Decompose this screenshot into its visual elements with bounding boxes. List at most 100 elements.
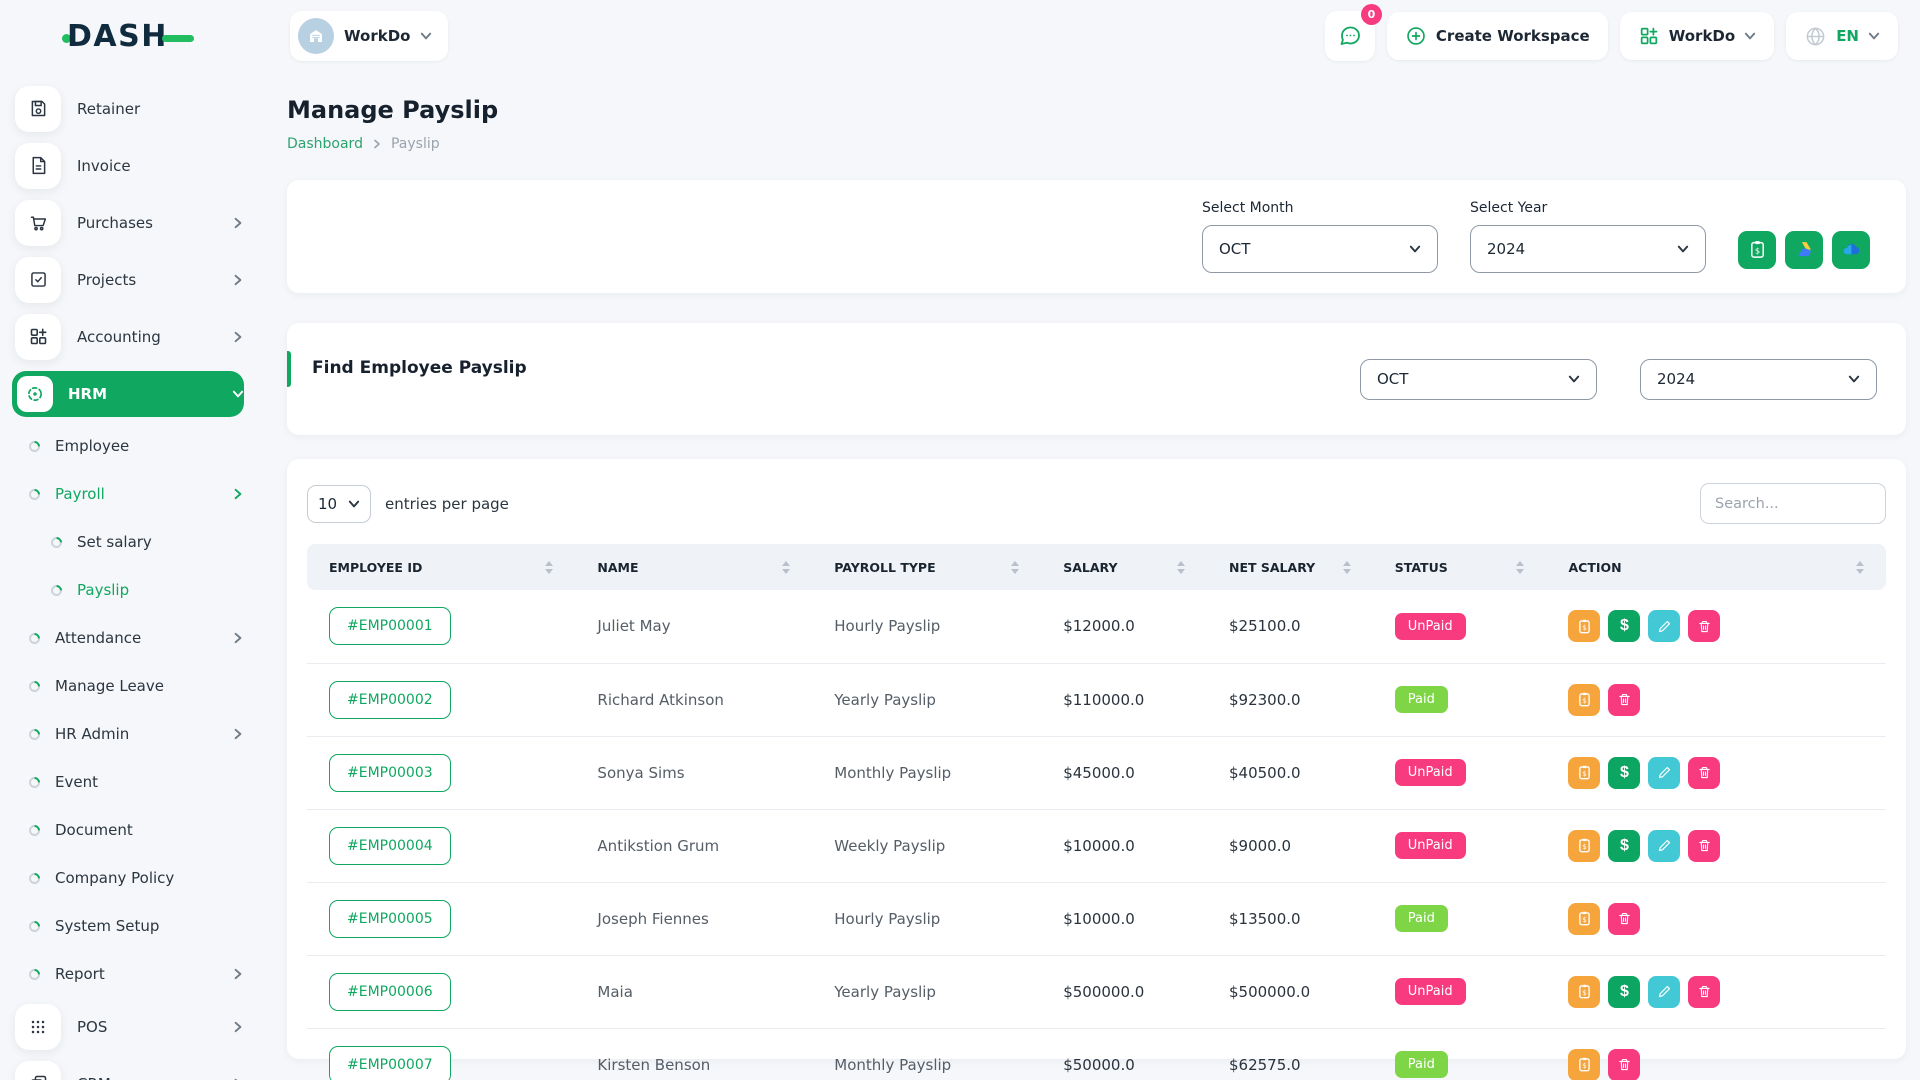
sidebar-item-invoice[interactable]: Invoice [0, 137, 244, 194]
payslip-button[interactable]: $ [1568, 829, 1601, 862]
net-salary: $500000.0 [1207, 955, 1373, 1029]
sidebar-item-report[interactable]: Report [0, 950, 244, 998]
pay-button[interactable]: $ [1608, 756, 1641, 789]
select-month-dropdown[interactable]: OCT [1202, 225, 1438, 273]
status-badge: UnPaid [1394, 612, 1466, 640]
pay-button[interactable]: $ [1608, 610, 1641, 643]
employee-name: Richard Atkinson [575, 663, 813, 737]
sidebar-item-retainer[interactable]: Retainer [0, 80, 244, 137]
bullet-icon [26, 630, 43, 646]
chevron-down-icon [1677, 245, 1689, 253]
payslip-icon: $ [1579, 692, 1590, 707]
chevron-down-icon [232, 390, 244, 398]
sort-icon [1516, 560, 1525, 574]
onedrive-export-button[interactable] [1832, 230, 1870, 269]
sidebar-item-crm[interactable]: CRM [0, 1055, 244, 1080]
sidebar-item-set-salary[interactable]: Set salary [0, 518, 244, 566]
sidebar-item-hr-admin[interactable]: HR Admin [0, 710, 244, 758]
chevron-right-icon [234, 274, 242, 285]
sort-icon [1342, 560, 1351, 574]
sort-icon [1011, 560, 1020, 574]
payslip-icon: $ [1579, 984, 1590, 999]
employee-id-chip[interactable]: #EMP00001 [329, 607, 451, 646]
employee-id-chip[interactable]: #EMP00005 [329, 899, 451, 938]
sidebar: Retainer Invoice Purchases Projects [0, 72, 278, 1080]
language-selector[interactable]: EN [1786, 12, 1898, 60]
sidebar-item-purchases[interactable]: Purchases [0, 194, 244, 251]
bulk-payment-button[interactable]: $ [1738, 230, 1776, 269]
sidebar-item-event[interactable]: Event [0, 758, 244, 806]
entries-per-page-label: entries per page [385, 494, 509, 513]
edit-button[interactable] [1648, 829, 1681, 862]
column-header-payroll-type[interactable]: PAYROLL TYPE [812, 544, 1042, 590]
messages-button[interactable]: 0 [1324, 4, 1382, 61]
delete-button[interactable] [1608, 1048, 1641, 1080]
edit-button[interactable] [1648, 756, 1681, 789]
payslip-table-card: 10 entries per page EMPLOYEE ID NAME PAY… [287, 459, 1906, 1080]
row-actions: $ $ [1568, 975, 1864, 1008]
payslip-button[interactable]: $ [1568, 683, 1601, 716]
sort-icon [545, 560, 554, 574]
delete-button[interactable] [1688, 610, 1721, 643]
sidebar-item-manage-leave[interactable]: Manage Leave [0, 662, 244, 710]
sidebar-item-hrm[interactable]: HRM [12, 371, 244, 417]
payslip-button[interactable]: $ [1568, 610, 1601, 643]
workdo-menu-button[interactable]: WorkDo [1619, 12, 1775, 60]
delete-button[interactable] [1688, 829, 1721, 862]
table-row: #EMP00004 Antikstion Grum Weekly Payslip… [307, 809, 1886, 883]
column-header-employee-id[interactable]: EMPLOYEE ID [307, 544, 576, 590]
breadcrumb: Dashboard Payslip [287, 136, 1906, 152]
select-year-dropdown[interactable]: 2024 [1470, 225, 1706, 273]
employee-id-chip[interactable]: #EMP00004 [329, 826, 451, 865]
app-logo[interactable]: DASH [62, 19, 194, 54]
payslip-button[interactable]: $ [1568, 756, 1601, 789]
search-input[interactable] [1700, 483, 1886, 524]
find-month-dropdown[interactable]: OCT [1360, 358, 1597, 400]
sidebar-item-attendance[interactable]: Attendance [0, 614, 244, 662]
find-year-dropdown[interactable]: 2024 [1640, 358, 1877, 400]
sidebar-item-accounting[interactable]: Accounting [0, 308, 244, 365]
create-workspace-button[interactable]: Create Workspace [1386, 12, 1608, 60]
status-badge: Paid [1394, 1051, 1448, 1079]
employee-id-chip[interactable]: #EMP00002 [329, 680, 451, 719]
sidebar-item-document[interactable]: Document [0, 806, 244, 854]
sidebar-item-employee[interactable]: Employee [0, 422, 244, 470]
google-drive-export-button[interactable] [1785, 230, 1823, 269]
page-title: Manage Payslip [287, 96, 499, 124]
employee-id-chip[interactable]: #EMP00006 [329, 972, 451, 1011]
select-year-label: Select Year [1470, 200, 1548, 216]
column-header-net-salary[interactable]: NET SALARY [1207, 544, 1373, 590]
sidebar-item-projects[interactable]: Projects [0, 251, 244, 308]
employee-id-chip[interactable]: #EMP00003 [329, 753, 451, 792]
sidebar-item-pos[interactable]: POS [0, 998, 244, 1055]
dollar-icon: $ [1620, 617, 1629, 635]
delete-button[interactable] [1688, 756, 1721, 789]
column-header-action[interactable]: ACTION [1546, 544, 1886, 590]
sort-icon [1177, 560, 1185, 574]
column-header-status[interactable]: STATUS [1372, 544, 1547, 590]
delete-button[interactable] [1608, 683, 1641, 716]
edit-button[interactable] [1648, 610, 1681, 643]
chevron-right-icon [234, 968, 242, 980]
payslip-button[interactable]: $ [1568, 902, 1601, 935]
delete-button[interactable] [1608, 902, 1641, 935]
employee-id-chip[interactable]: #EMP00007 [329, 1045, 451, 1080]
breadcrumb-dashboard-link[interactable]: Dashboard [287, 136, 363, 152]
sidebar-item-payslip[interactable]: Payslip [0, 566, 244, 614]
pay-button[interactable]: $ [1608, 829, 1641, 862]
workspace-selector[interactable]: WorkDo [290, 11, 449, 61]
entries-per-page-select[interactable]: 10 [307, 484, 371, 523]
status-badge: Paid [1394, 905, 1448, 932]
logo-text: DASH [67, 18, 168, 54]
sidebar-item-payroll[interactable]: Payroll [0, 470, 244, 518]
delete-button[interactable] [1688, 975, 1721, 1008]
sidebar-item-system-setup[interactable]: System Setup [0, 902, 244, 950]
payslip-button[interactable]: $ [1568, 1048, 1601, 1080]
column-header-name[interactable]: NAME [575, 544, 813, 590]
edit-button[interactable] [1648, 975, 1681, 1008]
payslip-button[interactable]: $ [1568, 975, 1601, 1008]
sidebar-item-company-policy[interactable]: Company Policy [0, 854, 244, 902]
pay-button[interactable]: $ [1608, 975, 1641, 1008]
column-header-salary[interactable]: SALARY [1041, 544, 1207, 590]
